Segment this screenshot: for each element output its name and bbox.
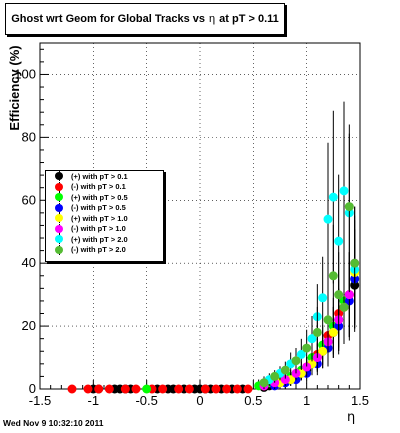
chart-title-suffix: at pT > 0.11 (219, 13, 279, 25)
legend-label: (+) with pT > 2.0 (71, 234, 128, 244)
data-point (243, 384, 253, 394)
data-point (318, 346, 328, 356)
data-point (222, 384, 232, 394)
x-tick-label: 1.5 (351, 393, 369, 408)
data-point (339, 302, 349, 312)
data-point (94, 384, 104, 394)
x-tick-label: 1 (303, 393, 310, 408)
legend-item: (+) with pT > 1.0 (46, 213, 163, 224)
legend-label: (+) with pT > 1.0 (71, 213, 128, 223)
legend-label: (-) with pT > 0.1 (71, 182, 126, 192)
chart-title-symbol: η (209, 13, 216, 25)
data-point (328, 271, 338, 281)
legend-item: (-) with pT > 2.0 (46, 244, 163, 256)
data-point (344, 202, 354, 212)
legend-marker (49, 181, 71, 192)
data-point (200, 384, 210, 394)
y-tick-label: 100 (14, 66, 36, 81)
data-point (350, 258, 360, 268)
legend-marker (49, 223, 71, 234)
data-point (83, 384, 93, 394)
data-point (232, 384, 242, 394)
data-point (302, 343, 312, 353)
legend-label: (-) with pT > 1.0 (71, 224, 126, 234)
y-tick-label: 40 (22, 255, 36, 270)
chart-title: Ghost wrt Geom for Global Tracks vs η at… (5, 3, 285, 35)
data-point (307, 334, 317, 344)
data-point (334, 236, 344, 246)
data-point (184, 384, 194, 394)
data-point (142, 384, 152, 394)
legend-marker (49, 202, 71, 213)
data-point (131, 384, 141, 394)
data-point (318, 293, 328, 303)
data-point (174, 384, 184, 394)
timestamp-footer: Wed Nov 9 10:32:10 2011 (3, 418, 104, 428)
x-tick-label: 0.5 (244, 393, 262, 408)
y-tick-label: 80 (22, 129, 36, 144)
x-tick-label: -1.5 (29, 393, 51, 408)
y-tick-label: 20 (22, 318, 36, 333)
data-point (158, 384, 168, 394)
data-point (291, 356, 301, 366)
data-point (296, 349, 306, 359)
legend-item: (+) with pT > 2.0 (46, 234, 163, 245)
data-point (120, 384, 130, 394)
legend-marker (49, 213, 71, 224)
legend-label: (+) with pT > 0.1 (71, 171, 128, 181)
legend-item: (-) with pT > 1.0 (46, 223, 163, 235)
data-point (323, 315, 333, 325)
legend-item: (+) with pT > 0.1 (46, 171, 163, 182)
y-tick-label: 60 (22, 192, 36, 207)
data-point (328, 192, 338, 202)
chart-title-text: Ghost wrt Geom for Global Tracks vs (11, 13, 206, 25)
data-point (323, 214, 333, 224)
x-axis-label: η (347, 410, 356, 425)
data-point (328, 327, 338, 337)
legend-marker (49, 192, 71, 203)
legend-marker (49, 244, 71, 255)
x-tick-label: -1 (88, 393, 100, 408)
data-point (339, 186, 349, 196)
legend: (+) with pT > 0.1 (-) with pT > 0.1 (+) wi… (45, 170, 164, 262)
y-axis-label: Efficiency (%) (7, 45, 22, 131)
legend-label: (+) with pT > 0.5 (71, 192, 128, 202)
data-point (334, 290, 344, 300)
legend-item: (+) with pT > 0.5 (46, 192, 163, 203)
data-point (259, 378, 269, 388)
legend-item: (-) with pT > 0.1 (46, 181, 163, 193)
data-point (280, 365, 290, 375)
legend-marker (49, 171, 71, 182)
legend-label: (-) with pT > 0.5 (71, 203, 126, 213)
data-point (211, 384, 221, 394)
data-point (104, 384, 114, 394)
legend-item: (-) with pT > 0.5 (46, 202, 163, 214)
data-point (312, 327, 322, 337)
data-point (270, 371, 280, 381)
x-tick-label: 0 (196, 393, 203, 408)
x-tick-label: -0.5 (135, 393, 157, 408)
legend-label: (-) with pT > 2.0 (71, 245, 126, 255)
y-tick-label: 0 (29, 381, 36, 396)
data-point (67, 384, 77, 394)
legend-marker (49, 234, 71, 245)
